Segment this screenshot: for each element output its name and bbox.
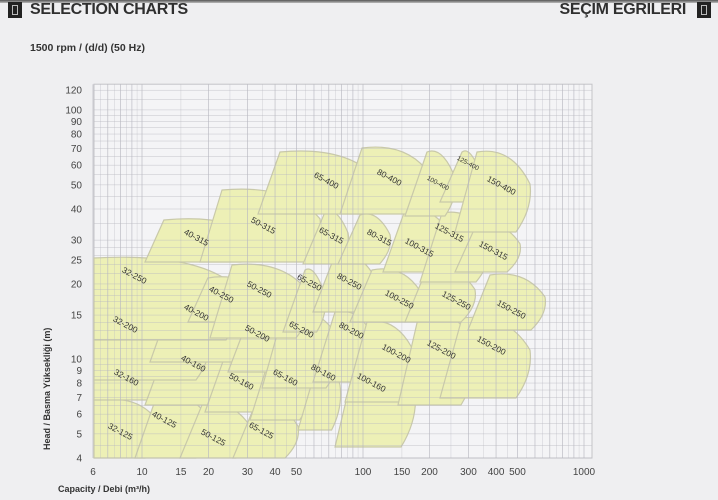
y-tick-label: 60 (71, 161, 83, 172)
title-right: SEÇIM EGRILERI (559, 1, 687, 18)
y-tick-label: 20 (71, 279, 83, 290)
title-left: SELECTION CHARTS (30, 1, 188, 18)
x-tick-label: 1000 (573, 467, 596, 478)
x-tick-label: 30 (242, 467, 254, 478)
y-tick-label: 30 (71, 236, 83, 247)
y-tick-label: 40 (71, 205, 83, 216)
y-tick-label: 70 (71, 144, 83, 155)
y-tick-label: 5 (76, 429, 82, 440)
y-tick-label: 120 (65, 86, 82, 97)
x-tick-label: 100 (355, 467, 372, 478)
y-tick-label: 80 (71, 130, 83, 141)
chart-subtitle: 1500 rpm / (d/d) (50 Hz) (30, 42, 145, 54)
y-axis-label: Head / Basma Yüksekliği (m) (42, 328, 52, 450)
y-tick-label: 15 (71, 311, 83, 322)
x-tick-label: 150 (394, 467, 411, 478)
y-tick-label: 90 (71, 117, 83, 128)
y-tick-label: 7 (76, 393, 82, 404)
x-tick-label: 200 (421, 467, 438, 478)
x-tick-label: 400 (488, 467, 505, 478)
notebook-icon (697, 2, 711, 18)
y-tick-label: 50 (71, 180, 83, 191)
x-tick-label: 10 (136, 467, 148, 478)
x-tick-label: 6 (90, 467, 96, 478)
x-tick-label: 300 (460, 467, 477, 478)
y-tick-label: 10 (71, 354, 83, 365)
y-tick-label: 8 (76, 379, 82, 390)
y-tick-label: 4 (76, 454, 82, 465)
top-border (0, 0, 718, 3)
y-tick-label: 9 (76, 366, 82, 377)
notebook-icon (8, 2, 22, 18)
x-tick-label: 15 (175, 467, 187, 478)
x-tick-label: 500 (509, 467, 526, 478)
x-tick-label: 50 (291, 467, 303, 478)
x-tick-label: 40 (269, 467, 281, 478)
x-tick-label: 20 (203, 467, 215, 478)
y-tick-label: 100 (65, 105, 82, 116)
x-axis-label: Capacity / Debi (m³/h) (58, 484, 150, 494)
pump-region-150-400 (454, 150, 532, 233)
y-tick-label: 25 (71, 255, 83, 266)
y-tick-label: 6 (76, 410, 82, 421)
